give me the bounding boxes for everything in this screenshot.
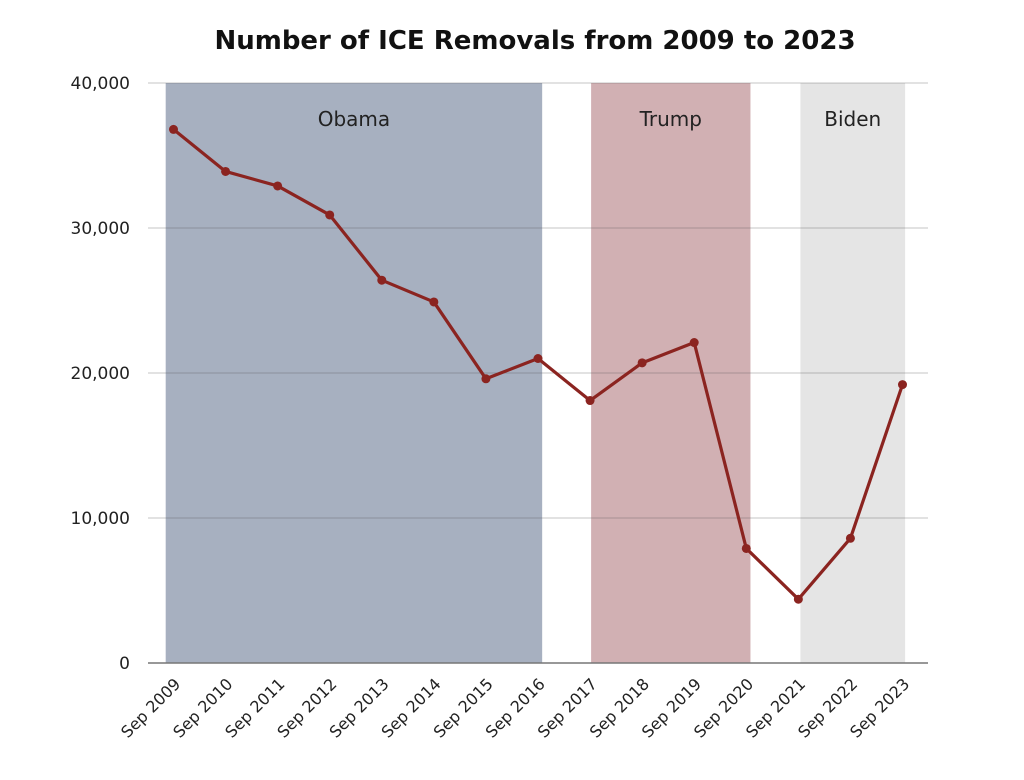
region-trump [591, 83, 751, 663]
region-biden [800, 83, 906, 663]
data-point [273, 181, 283, 191]
data-point [429, 297, 439, 307]
data-point [325, 210, 335, 220]
y-tick-label: 0 [119, 654, 130, 674]
data-point [377, 275, 387, 285]
data-point [689, 338, 699, 348]
data-point [481, 374, 491, 384]
data-point [637, 358, 647, 368]
region-label-biden: Biden [824, 107, 881, 131]
region-label-obama: Obama [318, 107, 390, 131]
y-tick-label: 20,000 [71, 364, 130, 384]
chart-title: Number of ICE Removals from 2009 to 2023 [214, 26, 855, 56]
region-obama [165, 83, 543, 663]
gridlines [148, 82, 928, 664]
series-ice-removals [169, 124, 907, 604]
data-point [793, 594, 803, 604]
data-point [845, 533, 855, 543]
data-point [585, 396, 595, 406]
presidency-regions: Obama Trump Biden [165, 83, 906, 663]
data-point [169, 124, 178, 134]
data-point [898, 380, 907, 390]
data-point [221, 166, 231, 176]
y-tick-label: 40,000 [71, 74, 130, 94]
data-point [741, 543, 751, 553]
y-axis: 0 10,000 20,000 30,000 40,000 [71, 74, 130, 674]
data-point [533, 354, 543, 363]
region-label-trump: Trump [639, 107, 702, 131]
y-tick-label: 30,000 [71, 219, 130, 239]
y-tick-label: 10,000 [71, 509, 130, 529]
